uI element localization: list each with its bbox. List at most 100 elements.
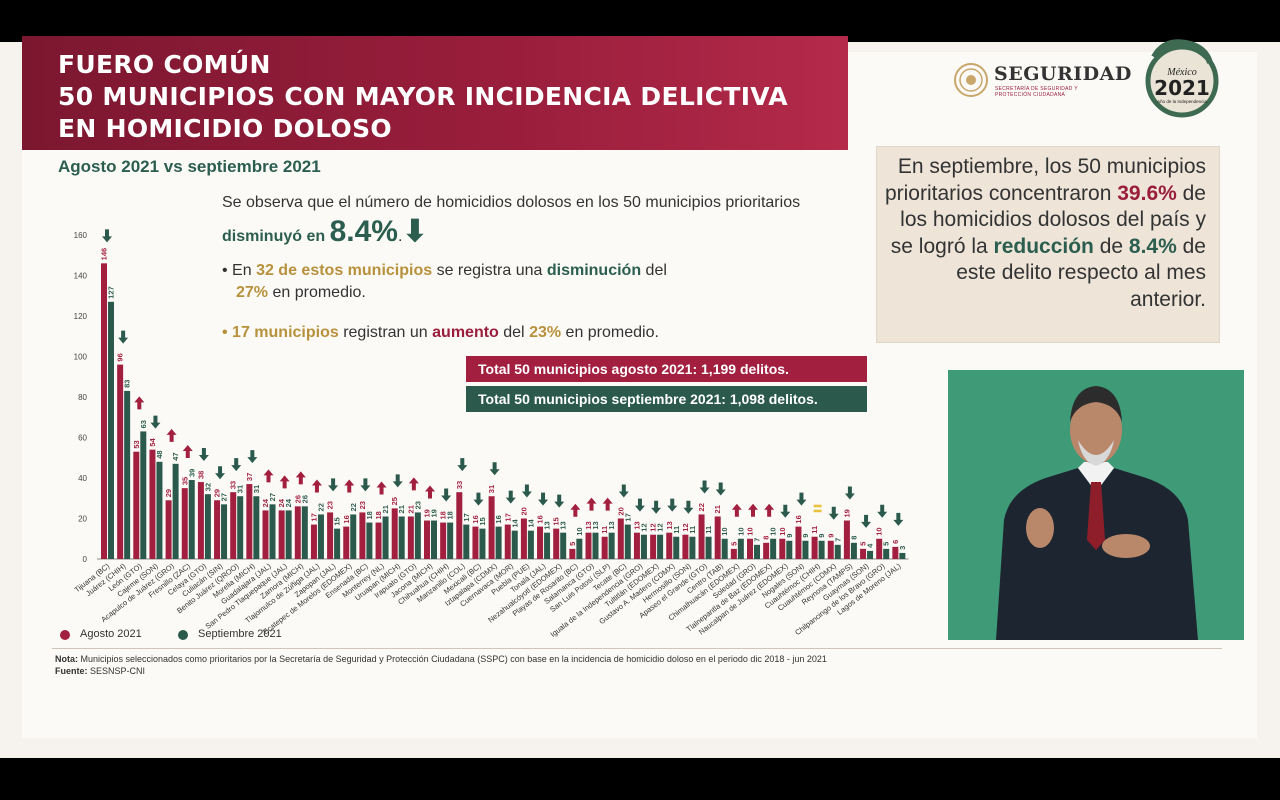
bar-september	[834, 544, 841, 559]
source-text: SESNSP-CNI	[87, 666, 146, 676]
bar-september	[253, 496, 260, 559]
info-box: En septiembre, los 50 municipios priorit…	[876, 146, 1220, 343]
value-label-september: 19	[430, 509, 439, 517]
footnote-label: Nota:	[55, 654, 78, 664]
bar-august	[440, 522, 447, 559]
value-label-september: 32	[203, 483, 212, 491]
value-label-august: 13	[665, 521, 674, 529]
value-label-august: 23	[326, 501, 335, 509]
down-arrow-icon	[392, 474, 403, 488]
y-tick-label: 0	[83, 555, 88, 564]
bullet2-percent: 23%	[529, 324, 562, 341]
y-tick-label: 100	[74, 353, 88, 362]
value-label-august: 13	[584, 521, 593, 529]
chart-subtitle: Agosto 2021 vs septiembre 2021	[58, 157, 321, 176]
value-label-september: 24	[284, 498, 293, 507]
bar-september	[754, 544, 760, 559]
down-arrow-icon	[828, 506, 839, 520]
value-label-august: 54	[148, 437, 157, 446]
value-label-august: 26	[293, 495, 302, 503]
legend-august-swatch	[60, 630, 70, 640]
down-arrow-icon	[538, 492, 549, 506]
bar-september	[366, 522, 373, 559]
bar-september	[285, 510, 292, 559]
bar-august	[601, 536, 608, 559]
legend-september-label: Septiembre 2021	[198, 628, 282, 640]
value-label-august: 9	[826, 534, 835, 538]
bar-august	[504, 524, 511, 559]
bar-september	[108, 301, 114, 559]
bar-august	[650, 534, 657, 559]
bar-august	[553, 528, 560, 559]
value-label-august: 31	[487, 485, 496, 493]
value-label-august: 24	[277, 498, 286, 507]
value-label-september: 47	[171, 452, 180, 460]
observation-emph: disminuyó en	[222, 228, 330, 245]
up-arrow-icon	[311, 479, 322, 493]
bar-august	[763, 542, 770, 559]
value-label-august: 13	[632, 521, 641, 529]
info-reduction-word: reducción	[993, 234, 1094, 258]
title-line-2: 50 MUNICIPIOS CON MAYOR INCIDENCIA DELIC…	[58, 82, 788, 111]
value-label-september: 4	[866, 543, 875, 548]
value-label-august: 10	[778, 527, 787, 535]
down-arrow-icon	[877, 504, 888, 518]
bar-august	[343, 526, 350, 559]
bullet1-pre: • En	[222, 262, 257, 279]
title-line-3: EN HOMICIDIO DOLOSO	[58, 114, 392, 143]
bar-september	[221, 504, 228, 559]
value-label-september: 31	[236, 485, 245, 493]
info-part4: de este delito respecto al mes anterior.	[956, 234, 1206, 311]
value-label-august: 10	[746, 527, 755, 535]
value-label-august: 18	[374, 511, 383, 519]
value-label-september: 8	[849, 536, 858, 540]
down-arrow-icon	[215, 466, 226, 480]
info-part2: de los homicidios dolosos del país y se …	[890, 181, 1206, 258]
bar-august	[779, 538, 786, 559]
value-label-august: 24	[261, 498, 270, 507]
value-label-september: 7	[833, 538, 842, 542]
bullet2-post: en promedio.	[561, 324, 659, 341]
value-label-september: 21	[381, 505, 390, 513]
bar-august	[730, 548, 737, 559]
bullet2-mid: registran un	[338, 324, 433, 341]
value-label-august: 12	[649, 523, 658, 531]
bar-september	[608, 532, 615, 559]
bar-august	[149, 449, 156, 559]
down-arrow-icon	[521, 484, 532, 498]
bar-september	[576, 538, 583, 559]
bar-september	[124, 390, 131, 559]
total-august-box: Total 50 municipios agosto 2021: 1,199 d…	[466, 356, 867, 382]
value-label-august: 29	[164, 489, 173, 497]
bullet2-mid2: del	[498, 324, 530, 341]
bar-september	[334, 528, 341, 559]
value-label-august: 37	[245, 473, 254, 481]
bar-september	[721, 538, 728, 559]
value-label-august: 29	[213, 489, 222, 497]
bar-september	[495, 526, 502, 559]
down-arrow-icon	[150, 415, 161, 429]
up-arrow-icon	[182, 445, 193, 459]
value-label-september: 127	[107, 286, 116, 299]
value-label-september: 11	[672, 526, 681, 534]
value-label-august: 19	[842, 509, 851, 517]
bar-september	[269, 504, 276, 559]
down-arrow-icon	[554, 494, 565, 508]
bar-september	[737, 538, 744, 559]
down-arrow-icon	[618, 484, 629, 498]
value-label-september: 22	[316, 503, 325, 511]
bar-september	[140, 431, 147, 559]
value-label-september: 10	[720, 527, 729, 535]
value-label-september: 13	[607, 521, 616, 529]
legend-august-label: Agosto 2021	[80, 628, 142, 640]
down-arrow-icon	[231, 458, 242, 472]
info-percent-reduction: 8.4%	[1128, 234, 1177, 258]
seguridad-logo-subtext: SECRETARÍA DE SEGURIDAD Y PROTECCIÓN CIU…	[995, 86, 1078, 98]
seguridad-logo-text: SEGURIDAD	[994, 63, 1132, 85]
source-note: Fuente: SESNSP-CNI	[55, 666, 145, 676]
bar-august	[520, 518, 527, 559]
value-label-august: 20	[616, 507, 625, 515]
value-label-september: 10	[575, 527, 584, 535]
bar-august	[488, 496, 495, 559]
